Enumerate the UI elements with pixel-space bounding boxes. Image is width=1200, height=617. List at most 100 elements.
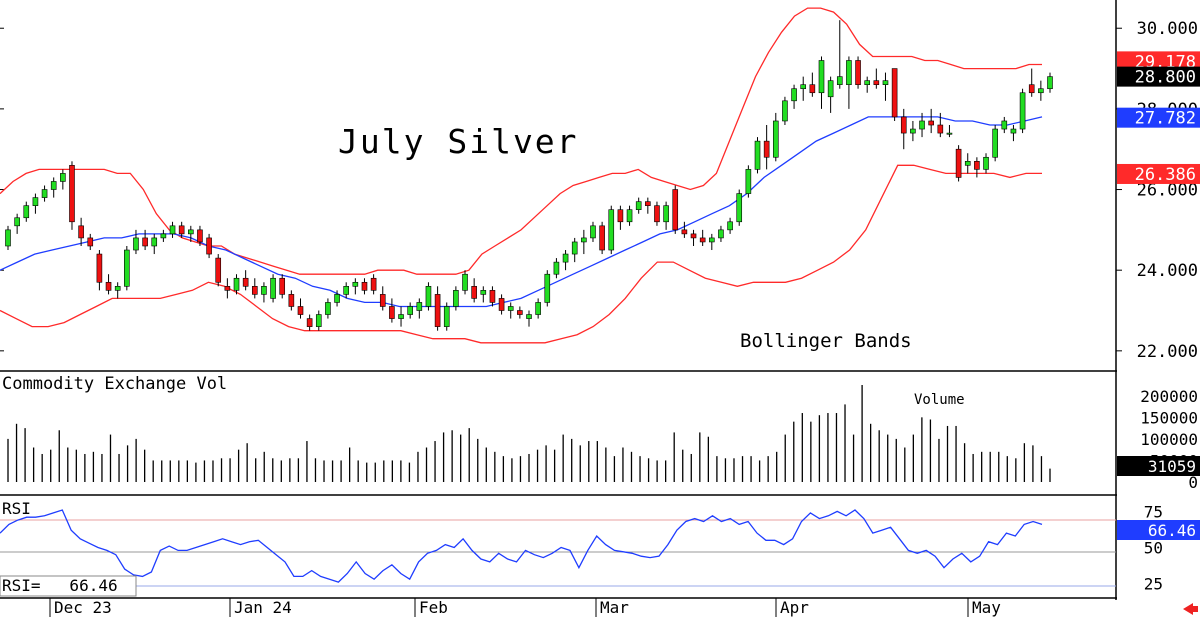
candle <box>389 298 395 323</box>
candle-body <box>32 197 39 206</box>
candle <box>242 270 249 291</box>
candle-body <box>434 294 441 327</box>
candle-body <box>846 60 852 85</box>
volume-tick-label: 200000 <box>1140 387 1198 406</box>
candle-body <box>178 225 185 235</box>
candle-body <box>233 277 240 291</box>
price-tick-label: 26.000 <box>1137 181 1198 201</box>
candle <box>1010 125 1017 142</box>
candle-body <box>955 148 962 178</box>
candle <box>224 278 231 299</box>
candle <box>480 286 487 303</box>
candle-body <box>14 217 20 227</box>
candle <box>608 205 615 255</box>
rsi-panel: RSI 75 50 25 RSI= 66.46 66.46 <box>0 499 1200 599</box>
candle <box>681 221 688 238</box>
candle <box>361 278 368 295</box>
candle-body <box>617 209 624 223</box>
candle-body <box>443 306 450 327</box>
candle-body <box>672 189 679 231</box>
candle-body <box>215 257 222 283</box>
candle <box>919 112 925 138</box>
candle-body <box>124 249 130 287</box>
candle <box>818 56 825 109</box>
candle <box>306 314 313 331</box>
candle <box>407 302 413 319</box>
x-tick-label: Apr <box>780 598 809 617</box>
candle <box>891 68 898 121</box>
candle <box>142 229 148 251</box>
candle-body <box>1047 76 1053 90</box>
candle-body <box>791 88 797 102</box>
candle <box>1019 88 1026 134</box>
candle-body <box>1001 120 1008 130</box>
candle <box>178 221 185 238</box>
x-tick-label: Dec 23 <box>54 598 112 617</box>
candle <box>133 229 139 255</box>
bollinger-label: Bollinger Bands <box>740 330 912 352</box>
candle <box>626 205 633 226</box>
price-tick-label: 22.000 <box>1137 342 1198 362</box>
candle <box>288 290 295 311</box>
candle <box>535 298 541 319</box>
candle <box>434 286 441 331</box>
candle <box>14 213 20 234</box>
candle <box>443 302 450 331</box>
candle-body <box>937 124 944 134</box>
candle-body <box>206 237 212 255</box>
candle-body <box>608 209 615 251</box>
bollinger-bands <box>0 7 1043 344</box>
candle-body <box>855 60 861 85</box>
candle <box>105 274 112 295</box>
candle <box>87 233 94 251</box>
candle <box>882 72 889 101</box>
candle-body <box>745 169 752 194</box>
candle-body <box>818 60 825 94</box>
candle-body <box>974 161 980 170</box>
candle-body <box>188 229 194 235</box>
candle-body <box>315 314 322 327</box>
candle-body <box>983 156 989 170</box>
candle <box>398 306 404 327</box>
volume-tick-label: 0 <box>1188 473 1198 492</box>
price-tag: 26.386 <box>1117 163 1200 185</box>
candle <box>1001 116 1008 134</box>
candle-body <box>453 290 459 307</box>
candle <box>96 250 103 291</box>
candle-body <box>23 205 30 219</box>
candle-body <box>78 225 84 239</box>
x-tick-label: Mar <box>600 598 629 617</box>
candle <box>489 286 496 307</box>
candle <box>1038 80 1044 101</box>
rsi-y-ticks: 75 50 25 <box>1144 502 1163 593</box>
price-tick-label: 24.000 <box>1137 261 1198 281</box>
volume-panel: Commodity Exchange Vol Volume 200000 1500… <box>0 374 1200 496</box>
candle-body <box>133 237 139 251</box>
candle <box>599 221 605 255</box>
candle-body <box>169 225 176 235</box>
candle-body <box>562 253 569 263</box>
candle <box>736 189 743 226</box>
x-tick-label: Feb <box>419 598 448 617</box>
candle <box>562 250 569 271</box>
candle <box>754 137 761 174</box>
candle-body <box>900 116 907 134</box>
candle-body <box>416 302 423 311</box>
candle <box>32 193 39 214</box>
candle <box>251 278 258 299</box>
x-tick-label: May <box>972 598 1001 617</box>
candle <box>425 282 432 311</box>
candle-body <box>251 286 258 295</box>
candle <box>471 278 477 303</box>
candle-body <box>242 277 249 287</box>
candle-body <box>462 273 468 291</box>
volume-last-value: 31059 <box>1148 457 1196 476</box>
candle-body <box>690 233 697 239</box>
candle <box>124 245 130 291</box>
candle-body <box>1028 84 1035 94</box>
scroll-arrow-icon[interactable] <box>1183 603 1198 615</box>
candle-body <box>306 318 313 327</box>
candle <box>590 221 596 242</box>
candle-body <box>517 310 523 315</box>
candle-body <box>782 100 788 122</box>
